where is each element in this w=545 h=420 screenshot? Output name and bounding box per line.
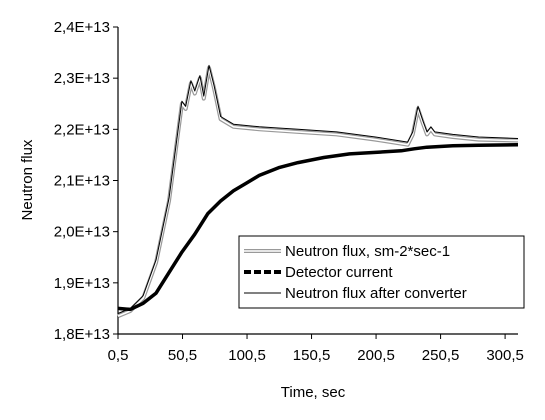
y-axis-title: Neutron flux [19,139,36,220]
legend-label: Neutron flux, sm-2*sec-1 [285,243,450,260]
legend-box [238,235,525,309]
series-line-detector-current [117,142,519,312]
legend-entry-neutron-flux-after-converter: Neutron flux after converter [244,285,467,302]
x-tick-label: 100,5 [228,347,266,364]
x-tick-label: 200,5 [357,347,395,364]
axes: 1,8E+13 1,9E+13 2,0E+13 2,1E+13 2,2E+13 2,3E+… [54,19,524,364]
y-tick-label: 1,8E+13 [54,326,110,343]
series-line-neutron-flux-after-converter [117,64,519,314]
y-tick-label: 2,3E+13 [54,70,110,87]
y-tick-label: 2,1E+13 [54,173,110,190]
x-tick-label: 50,5 [168,347,197,364]
y-tick-label: 2,4E+13 [54,19,110,36]
x-tick-label: 250,5 [422,347,460,364]
legend-label: Detector current [285,264,393,281]
x-tick-label: 0,5 [108,347,129,364]
y-tick-label: 2,2E+13 [54,121,110,138]
series-group [117,64,519,318]
y-tick-label: 2,0E+13 [54,224,110,241]
x-tick-label: 150,5 [293,347,331,364]
legend-label: Neutron flux after converter [285,285,467,302]
x-tick-label: 300,5 [486,347,524,364]
legend-entry-detector-current: Detector current [244,264,393,281]
y-tick-label: 1,9E+13 [54,275,110,292]
legend: Neutron flux, sm-2*sec-1 Detector current… [238,235,525,309]
legend-entry-neutron-flux-sm-2-sec-1: Neutron flux, sm-2*sec-1 [244,243,450,260]
x-axis-title: Time, sec [281,384,346,401]
